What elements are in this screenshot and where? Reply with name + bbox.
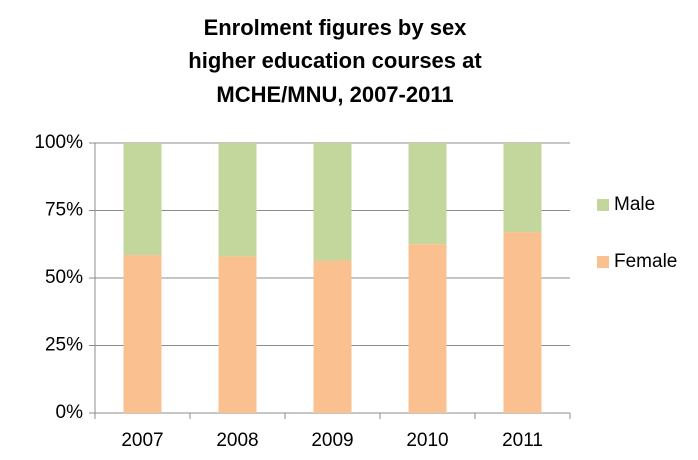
bar-segment <box>408 143 447 245</box>
x-tick-label: 2007 <box>121 430 163 451</box>
x-tick-label: 2011 <box>502 430 543 451</box>
bar-segment <box>123 143 162 256</box>
y-tick-label: 50% <box>45 267 83 288</box>
legend-swatch <box>597 256 609 268</box>
chart-title: Enrolment figures by sex <box>204 15 468 40</box>
legend-swatch <box>597 199 609 211</box>
x-tick-label: 2009 <box>311 430 353 451</box>
bar-segment <box>218 256 257 413</box>
x-tick-label: 2008 <box>216 430 258 451</box>
y-tick-label: 0% <box>56 402 84 423</box>
chart-title: MCHE/MNU, 2007-2011 <box>216 82 453 107</box>
bar-segment <box>218 143 257 257</box>
legend-label: Female <box>614 251 677 272</box>
y-tick-label: 100% <box>34 132 83 153</box>
chart-title: higher education courses at <box>188 48 482 73</box>
x-tick-label: 2010 <box>406 430 448 451</box>
bar-segment <box>408 244 447 413</box>
legend-label: Male <box>614 194 655 215</box>
bar-segment <box>503 143 542 233</box>
bar-segment <box>313 260 352 413</box>
bar-segment <box>123 255 162 413</box>
y-tick-label: 25% <box>45 335 83 356</box>
bar-segment <box>313 143 352 261</box>
bar-segment <box>503 232 542 413</box>
y-tick-label: 75% <box>45 200 83 221</box>
